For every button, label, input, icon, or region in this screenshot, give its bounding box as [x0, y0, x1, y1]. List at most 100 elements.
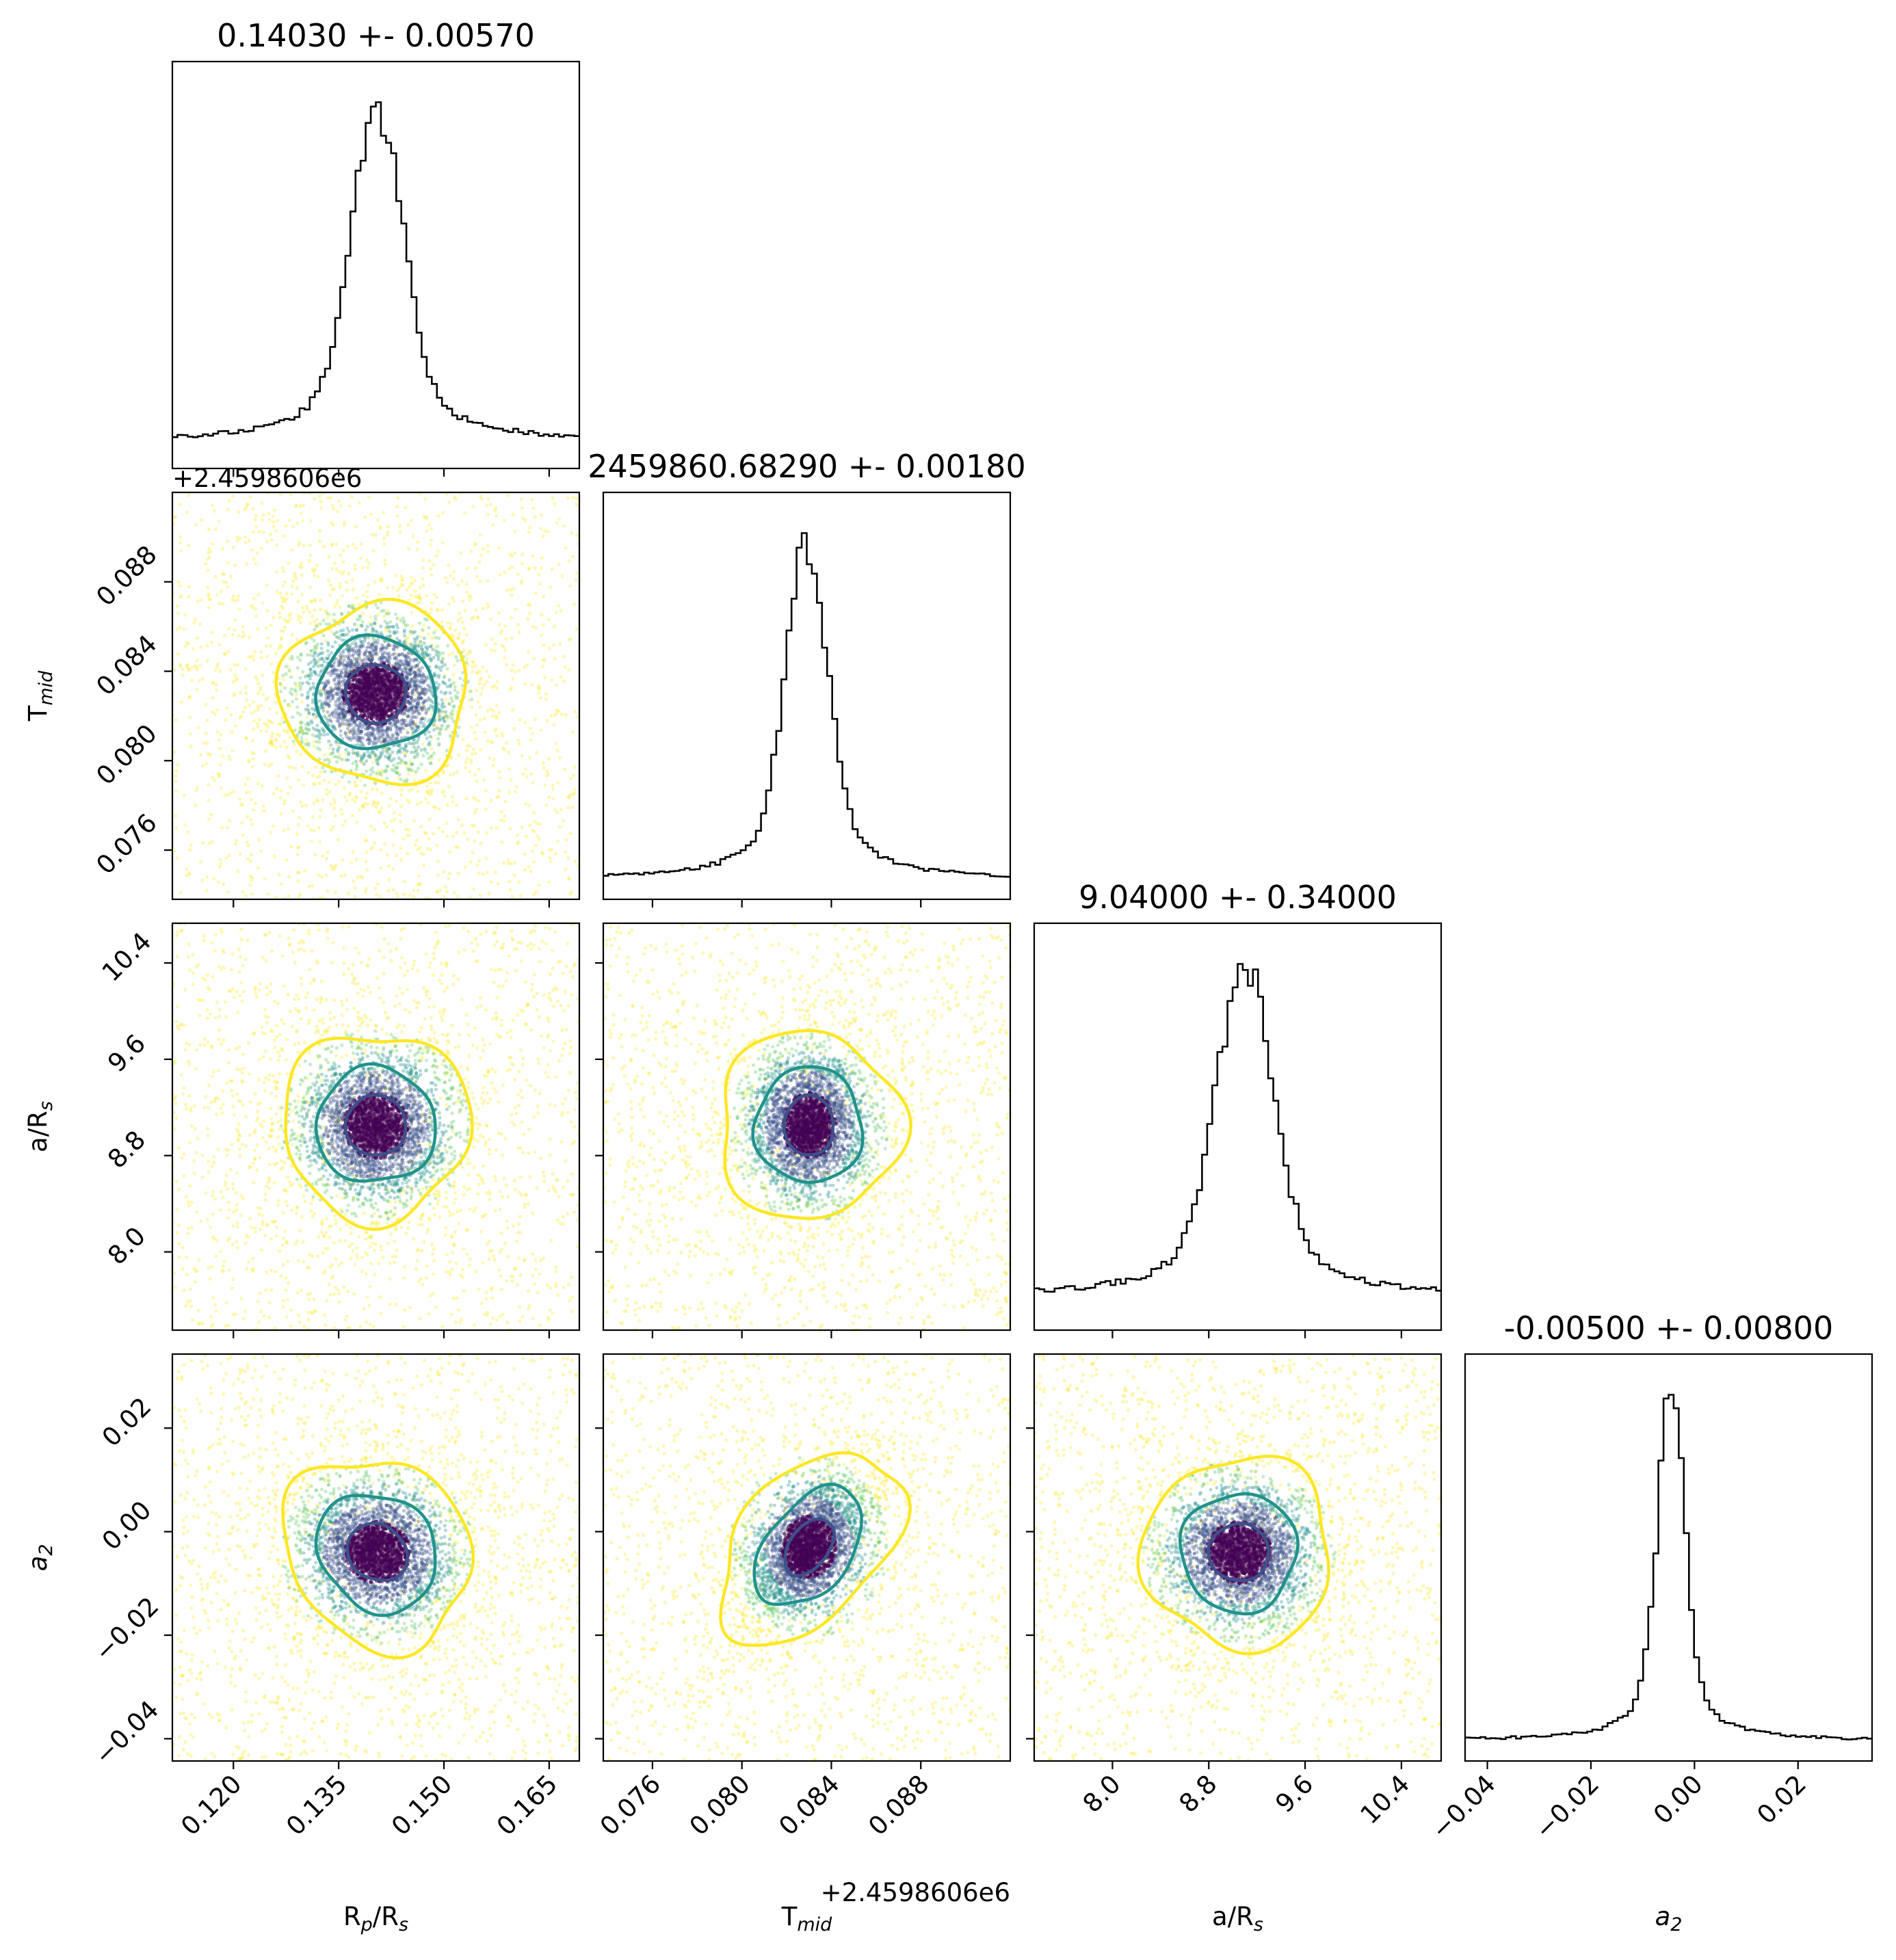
sample-point	[427, 1312, 431, 1316]
sample-point	[532, 810, 536, 815]
sample-point	[297, 845, 301, 849]
sample-point	[279, 636, 284, 640]
sample-point	[191, 646, 195, 651]
sample-point	[383, 754, 388, 758]
sample-point	[444, 710, 448, 714]
sample-point	[418, 680, 422, 685]
sample-point	[312, 712, 316, 716]
sample-point	[354, 596, 358, 600]
sample-point	[416, 698, 420, 702]
sample-point	[313, 568, 317, 572]
sample-point	[289, 687, 293, 691]
sample-point	[481, 665, 485, 670]
sample-point	[330, 670, 334, 674]
sample-point	[369, 623, 373, 627]
sample-point	[304, 707, 308, 711]
sample-point	[328, 1235, 332, 1240]
sample-point	[240, 635, 244, 639]
sample-point	[508, 888, 512, 892]
sample-point	[450, 596, 455, 600]
sample-point	[274, 1035, 278, 1039]
sample-point	[419, 685, 423, 689]
sample-point	[215, 730, 220, 734]
sample-point	[414, 725, 419, 729]
sample-point	[345, 588, 350, 592]
sample-point	[265, 540, 269, 544]
sample-point	[339, 674, 343, 678]
sample-point	[555, 748, 559, 752]
sample-point	[366, 734, 371, 738]
sample-point	[363, 890, 367, 894]
sample-point	[347, 793, 352, 797]
sample-point	[375, 761, 380, 765]
sample-point	[567, 559, 571, 564]
sample-point	[326, 579, 330, 583]
sample-point	[288, 690, 292, 695]
sample-point	[290, 692, 294, 696]
sample-point	[523, 1205, 527, 1209]
sample-point	[279, 882, 283, 886]
sample-point	[290, 654, 294, 659]
sample-point	[309, 719, 313, 724]
sample-point	[559, 713, 564, 717]
sample-point	[341, 707, 345, 711]
sample-point	[353, 886, 357, 890]
sample-point	[378, 810, 382, 815]
sample-point	[527, 804, 531, 808]
sample-point	[404, 750, 408, 754]
sample-point	[475, 615, 480, 620]
sample-point	[544, 697, 549, 701]
sample-point	[474, 737, 478, 741]
sample-point	[355, 752, 360, 756]
sample-point	[430, 791, 434, 796]
sample-point	[358, 646, 362, 650]
sample-point	[359, 623, 363, 627]
sample-point	[437, 774, 441, 778]
sample-point	[443, 691, 447, 696]
sample-point	[401, 722, 405, 726]
sample-point	[532, 830, 536, 834]
sample-point	[528, 823, 532, 827]
sample-point	[322, 753, 326, 757]
sample-point	[422, 674, 426, 678]
sample-point	[278, 1033, 282, 1037]
sample-point	[312, 670, 317, 674]
sample-point	[261, 601, 265, 605]
sample-point	[399, 687, 404, 692]
sample-point	[423, 749, 427, 753]
sample-point	[176, 652, 180, 657]
sample-point	[414, 674, 418, 678]
sample-point	[410, 769, 414, 773]
sample-point	[386, 612, 390, 616]
sample-point	[185, 641, 189, 645]
sample-point	[528, 566, 532, 570]
sample-point	[243, 535, 247, 539]
sample-point	[211, 542, 215, 546]
sample-point	[463, 609, 467, 613]
sample-point	[289, 845, 293, 849]
sample-point	[456, 659, 460, 663]
sample-point	[428, 789, 432, 793]
sample-point	[370, 659, 374, 663]
sample-point	[267, 931, 272, 935]
sample-point	[272, 525, 276, 529]
sample-point	[378, 730, 382, 734]
sample-point	[475, 615, 480, 620]
sample-point	[523, 518, 527, 522]
sample-point	[476, 799, 480, 803]
sample-point	[376, 638, 380, 642]
sample-point	[209, 812, 213, 817]
sample-point	[420, 706, 425, 710]
sample-point	[266, 719, 270, 723]
sample-point	[334, 700, 338, 704]
sample-point	[520, 1120, 524, 1124]
sample-point	[311, 698, 315, 702]
sample-point	[343, 752, 347, 756]
sample-point	[300, 700, 304, 704]
sample-point	[391, 843, 395, 847]
sample-point	[526, 602, 531, 607]
sample-point	[241, 630, 246, 634]
sample-point	[207, 605, 211, 609]
sample-point	[343, 795, 347, 799]
sample-point	[359, 790, 363, 794]
